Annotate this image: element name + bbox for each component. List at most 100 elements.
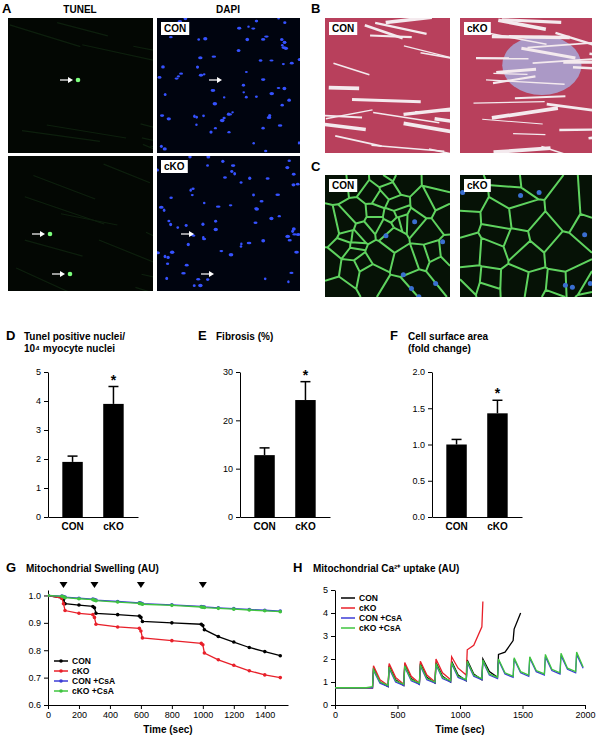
bar xyxy=(254,455,274,517)
x-axis-tick: CON xyxy=(61,517,83,532)
x-axis-tick: 1000 xyxy=(450,705,470,720)
nucleus xyxy=(275,194,280,196)
y-axis-tick-mark xyxy=(44,595,48,596)
nucleus xyxy=(401,272,406,277)
x-axis-line xyxy=(49,517,139,518)
x-axis-tick: 600 xyxy=(134,705,149,720)
chart-title: Fibrosis (%) xyxy=(216,331,273,342)
chart-title: Cell surface area xyxy=(408,331,488,342)
nucleus xyxy=(221,160,224,163)
nucleus xyxy=(264,278,267,281)
nucleus xyxy=(213,102,218,106)
error-bar xyxy=(72,456,74,462)
nucleus xyxy=(254,222,258,224)
x-axis-tick: 2000 xyxy=(575,705,595,720)
image-label: cKO xyxy=(464,179,491,192)
image-label-box xyxy=(161,22,189,35)
nucleus xyxy=(284,47,288,50)
bar xyxy=(295,400,315,517)
y-axis-tick-label: 0 xyxy=(323,700,328,710)
tissue-gap xyxy=(435,119,450,124)
point xyxy=(62,602,66,606)
y-axis-tick-mark xyxy=(331,659,335,660)
y-axis-tick: 30 xyxy=(223,367,240,377)
nucleus xyxy=(233,172,236,176)
tissue-gap xyxy=(404,106,450,114)
image-background xyxy=(325,175,450,297)
chart-title: Mitochondrial Swelling (AU) xyxy=(26,563,159,574)
nucleus xyxy=(175,78,179,80)
x-axis-tick-mark xyxy=(110,705,111,709)
y-axis-tick-mark xyxy=(331,705,335,706)
x-axis-tick-label: 400 xyxy=(103,710,118,720)
nucleus xyxy=(248,176,251,180)
stimulus-arrow xyxy=(90,582,98,588)
y-axis-tick-label: 1 xyxy=(36,483,41,493)
y-axis-line xyxy=(48,591,49,706)
y-axis-tick: 0 xyxy=(36,512,48,522)
nucleus xyxy=(264,36,269,38)
line-chart: 0123450500100015002000Time (sec)HMitocho… xyxy=(293,560,596,735)
y-axis-tick: 0.9 xyxy=(28,618,48,628)
nucleus xyxy=(237,27,241,30)
tissue-gap xyxy=(404,123,450,133)
nucleus xyxy=(157,168,159,171)
point xyxy=(139,616,143,620)
y-axis-tick-label: 10 xyxy=(223,464,233,474)
nucleus xyxy=(290,62,294,65)
image-label-text: cKO xyxy=(467,180,488,191)
nucleus xyxy=(161,65,165,68)
y-axis-tick-mark xyxy=(44,488,48,489)
y-axis-line xyxy=(432,373,433,518)
nucleus xyxy=(247,242,252,245)
tissue-gap xyxy=(589,135,592,139)
nucleus xyxy=(266,177,270,179)
y-axis-tick-mark xyxy=(44,705,48,706)
x-axis-tick: 0 xyxy=(46,705,51,720)
y-axis-tick: 5 xyxy=(323,585,335,595)
error-bar xyxy=(305,382,307,400)
y-axis-tick-label: 4 xyxy=(36,396,41,406)
nucleus xyxy=(283,21,286,24)
x-axis: CONcKO xyxy=(49,517,139,532)
panel-letter: B xyxy=(311,1,320,16)
image-label: CON xyxy=(161,22,189,35)
stimulus-arrow xyxy=(137,582,145,588)
tissue-gap xyxy=(521,48,575,58)
x-axis-tick: 1500 xyxy=(513,705,533,720)
panel-letter: E xyxy=(198,328,207,343)
y-axis-tick-label: 4 xyxy=(323,608,328,618)
column-header: DAPI xyxy=(216,4,240,15)
y-axis-tick-mark xyxy=(331,590,335,591)
x-axis-title: Time (sec) xyxy=(435,724,484,735)
nucleus xyxy=(160,114,164,117)
nucleus xyxy=(269,217,273,220)
point xyxy=(77,603,81,607)
point xyxy=(141,620,145,624)
image-texture xyxy=(82,45,153,62)
image-texture xyxy=(142,138,153,150)
nucleus xyxy=(164,93,167,96)
x-axis-tick: 0 xyxy=(333,705,338,720)
nucleus xyxy=(209,130,212,133)
nucleus xyxy=(177,75,180,77)
x-axis-tick-label: 1400 xyxy=(255,710,275,720)
y-axis-tick-mark xyxy=(44,430,48,431)
image-texture xyxy=(141,274,153,289)
chart-title: 10⁴ myocyte nuclei xyxy=(24,343,115,354)
tissue-gap xyxy=(371,145,444,151)
nucleus xyxy=(201,223,204,226)
x-axis-tick: 1000 xyxy=(193,705,213,720)
point xyxy=(232,607,236,611)
nucleus xyxy=(259,59,263,62)
tissue-gap xyxy=(493,73,527,74)
x-axis-tick-label: 1000 xyxy=(450,710,470,720)
nucleus xyxy=(245,96,248,99)
x-axis-tick-mark xyxy=(398,705,399,709)
y-axis-tick-mark xyxy=(44,650,48,651)
nucleus xyxy=(283,41,287,43)
tissue-gap xyxy=(547,104,592,114)
point xyxy=(232,640,236,644)
point xyxy=(170,604,174,608)
legend-label: cKO +CsA xyxy=(359,623,401,633)
